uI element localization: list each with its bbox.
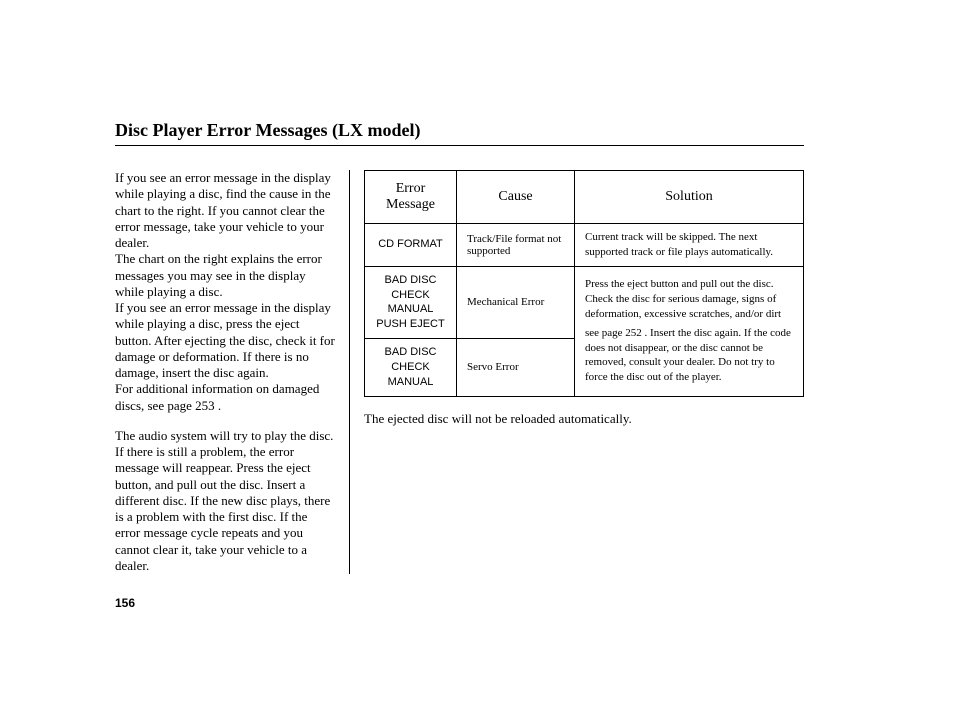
- damaged-disc-paragraph: For additional information on damaged di…: [115, 381, 335, 414]
- msg-cd-format: CD FORMAT: [365, 224, 457, 267]
- damaged-disc-text-b: .: [215, 398, 222, 413]
- table-row: BAD DISCCHECK MANUALPUSH EJECT Mechanica…: [365, 266, 804, 338]
- retry-paragraph: The audio system will try to play the di…: [115, 428, 335, 574]
- title-rule: [115, 145, 804, 146]
- intro-paragraph: If you see an error message in the displ…: [115, 170, 335, 251]
- manual-page: Disc Player Error Messages (LX model) If…: [0, 0, 954, 710]
- header-cause: Cause: [457, 171, 575, 224]
- table-row: CD FORMAT Track/File format not supporte…: [365, 224, 804, 267]
- error-table: Error Message Cause Solution CD FORMAT T…: [364, 170, 804, 397]
- cause-cd-format: Track/File format not supported: [457, 224, 575, 267]
- msg-bad-disc-check-manual: BAD DISCCHECK MANUAL: [365, 339, 457, 397]
- table-header-row: Error Message Cause Solution: [365, 171, 804, 224]
- left-column: If you see an error message in the displ…: [115, 170, 335, 574]
- right-column: Error Message Cause Solution CD FORMAT T…: [364, 170, 804, 427]
- damaged-disc-page-ref: 253: [195, 398, 215, 413]
- eject-paragraph: If you see an error message in the displ…: [115, 300, 335, 381]
- cause-servo: Servo Error: [457, 339, 575, 397]
- column-divider: [349, 170, 350, 574]
- page-number: 156: [115, 596, 804, 610]
- page-title: Disc Player Error Messages (LX model): [115, 120, 804, 141]
- content-columns: If you see an error message in the displ…: [115, 170, 804, 574]
- eject-note: The ejected disc will not be reloaded au…: [364, 411, 804, 427]
- cause-mechanical: Mechanical Error: [457, 266, 575, 338]
- solution-cd-format: Current track will be skipped. The next …: [575, 224, 804, 267]
- header-error-message: Error Message: [365, 171, 457, 224]
- msg-bad-disc-push-eject: BAD DISCCHECK MANUALPUSH EJECT: [365, 266, 457, 338]
- solution-merged-top: Press the eject button and pull out the …: [585, 277, 795, 326]
- header-solution: Solution: [575, 171, 804, 224]
- solution-merged: Press the eject button and pull out the …: [575, 266, 804, 396]
- chart-explain-paragraph: The chart on the right explains the erro…: [115, 251, 335, 300]
- solution-merged-bottom: see page 252 . Insert the disc again. If…: [585, 326, 795, 385]
